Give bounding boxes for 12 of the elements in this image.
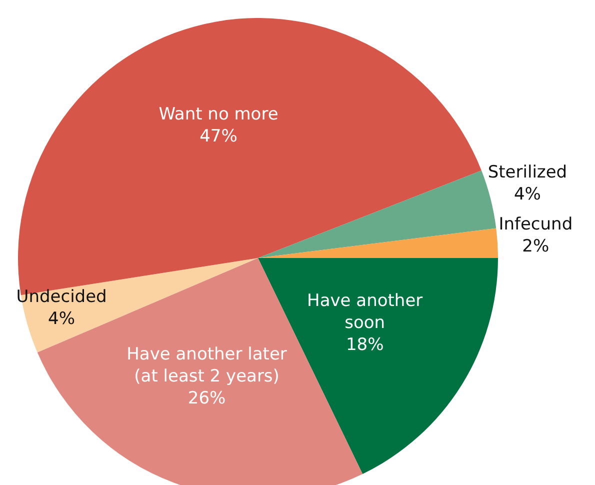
slice-label: Infecund [498, 214, 573, 234]
data-label: 2% [522, 236, 550, 256]
data-label: 26% [188, 388, 226, 409]
data-label: 4% [48, 309, 76, 330]
slice-label: Want no more [158, 104, 278, 125]
slice-label: Have another soon [307, 291, 423, 334]
data-label: 18% [346, 335, 384, 356]
data-label: 47% [200, 126, 238, 147]
slice-label: Sterilized [488, 162, 568, 182]
slice-label: Undecided [16, 287, 107, 308]
data-label: 4% [514, 184, 541, 204]
slice-label: Have another later (at least 2 years) [126, 344, 287, 387]
